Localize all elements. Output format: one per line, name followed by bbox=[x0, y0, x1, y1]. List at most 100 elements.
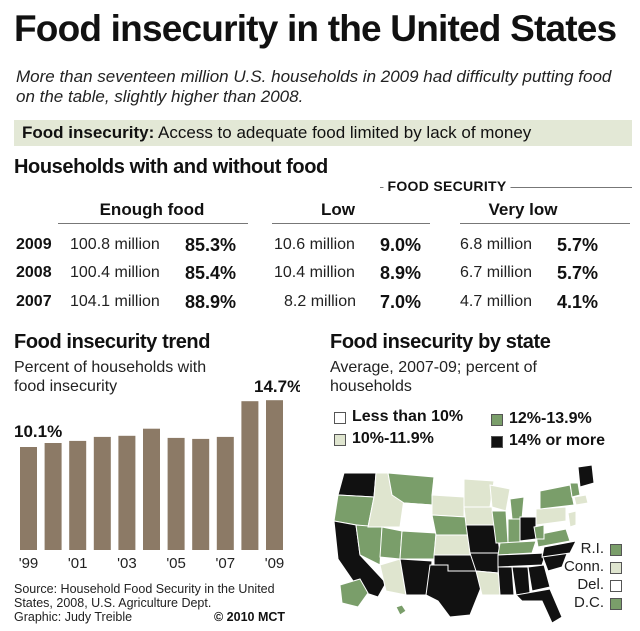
state-texas bbox=[425, 564, 483, 618]
vlow-count: 6.7 million bbox=[460, 264, 533, 281]
table-title: Households with and without food bbox=[14, 156, 328, 178]
first-value-label: 10.1% bbox=[14, 422, 62, 441]
state-north-carolina bbox=[541, 540, 577, 558]
x-tick-label: '01 bbox=[68, 555, 88, 572]
trend-bar-'06 bbox=[192, 438, 210, 550]
page-subtitle: More than seventeen million U.S. househo… bbox=[16, 67, 612, 106]
enough-count: 100.8 million bbox=[70, 236, 160, 253]
trend-bar-'05 bbox=[167, 437, 185, 550]
state-nebraska bbox=[431, 514, 469, 536]
x-tick-label: '99 bbox=[19, 555, 39, 572]
state-wyoming bbox=[401, 502, 433, 534]
state-alabama bbox=[511, 566, 531, 596]
us-state-map bbox=[333, 464, 595, 624]
definition-text: Access to adequate food limited by lack … bbox=[158, 123, 532, 142]
trend-bar-'07 bbox=[216, 436, 234, 550]
legend-swatch-light bbox=[334, 434, 346, 446]
state-north-dakota bbox=[431, 476, 465, 498]
state-iowa bbox=[463, 506, 495, 526]
state-west-virginia bbox=[533, 524, 545, 540]
state-south-dakota bbox=[431, 494, 465, 518]
row-year: 2009 bbox=[16, 236, 52, 253]
trend-bar-'04 bbox=[143, 428, 160, 550]
low-pct: 9.0% bbox=[380, 235, 422, 255]
definition-bar: Food insecurity: Access to adequate food… bbox=[14, 120, 632, 146]
state-pennsylvania bbox=[535, 506, 567, 526]
col-very-low: Very low bbox=[488, 200, 558, 219]
state-kentucky bbox=[497, 540, 537, 556]
small-state-label: D.C. bbox=[574, 594, 604, 611]
small-state-label: Conn. bbox=[563, 558, 604, 575]
low-pct: 7.0% bbox=[380, 292, 422, 312]
x-tick-label: '03 bbox=[117, 555, 137, 572]
legend-swatch-white bbox=[334, 412, 346, 424]
small-state-label: Del. bbox=[577, 576, 604, 593]
vlow-pct: 4.1% bbox=[557, 292, 599, 312]
trend-title: Food insecurity trend bbox=[14, 331, 211, 353]
state-vermont-nh bbox=[569, 482, 581, 498]
state-michigan bbox=[509, 496, 525, 520]
enough-count: 104.1 million bbox=[70, 293, 160, 310]
trend-bar-'08 bbox=[241, 401, 259, 550]
trend-bar-chart: 10.1% 14.7% '99 '01 '03 '05 '07 '09 bbox=[14, 380, 300, 572]
map-subtitle: Average, 2007-09; percent of households bbox=[330, 359, 537, 395]
col-low: Low bbox=[321, 200, 355, 219]
small-state-swatch-del bbox=[610, 580, 622, 592]
trend-bar-'03 bbox=[118, 435, 136, 550]
legend-swatch-black bbox=[491, 436, 503, 448]
trend-bar-'02 bbox=[93, 436, 111, 550]
row-year: 2007 bbox=[16, 293, 52, 310]
state-mississippi bbox=[497, 566, 515, 596]
trend-bar-'00 bbox=[44, 443, 62, 550]
trend-bar-'01 bbox=[69, 440, 87, 550]
trend-subtitle: Percent of households with food insecuri… bbox=[14, 359, 207, 395]
state-shapes bbox=[333, 464, 595, 624]
food-security-label: FOOD SECURITY bbox=[383, 178, 511, 194]
state-minnesota bbox=[463, 478, 495, 508]
low-pct: 8.9% bbox=[380, 263, 422, 283]
state-florida bbox=[514, 588, 563, 624]
state-georgia bbox=[527, 564, 551, 592]
rule-enough bbox=[58, 223, 248, 224]
vlow-pct: 5.7% bbox=[557, 263, 599, 283]
state-indiana bbox=[507, 518, 521, 544]
state-wisconsin bbox=[489, 484, 511, 512]
enough-pct: 85.3% bbox=[185, 235, 237, 255]
state-kansas bbox=[433, 534, 471, 556]
state-new-york bbox=[539, 484, 575, 510]
state-ohio bbox=[519, 516, 537, 542]
small-state-swatch-ri bbox=[610, 544, 622, 556]
legend-swatch-green bbox=[491, 414, 503, 426]
small-state-swatch-conn bbox=[610, 562, 622, 574]
rule-low bbox=[272, 223, 430, 224]
legend-label: 10%-11.9% bbox=[352, 430, 434, 447]
small-state-swatch-dc bbox=[610, 598, 622, 610]
state-massachusetts bbox=[573, 494, 589, 506]
vlow-pct: 5.7% bbox=[557, 235, 599, 255]
state-colorado bbox=[399, 530, 437, 560]
rule-very-low bbox=[460, 223, 630, 224]
small-state-label: R.I. bbox=[580, 540, 604, 557]
state-maine bbox=[577, 464, 595, 488]
page-title: Food insecurity in the United States bbox=[14, 8, 617, 49]
definition-term: Food insecurity: bbox=[22, 123, 155, 142]
enough-pct: 85.4% bbox=[185, 263, 237, 283]
state-tennessee bbox=[497, 552, 547, 568]
vlow-count: 4.7 million bbox=[460, 293, 533, 310]
row-year: 2008 bbox=[16, 264, 52, 281]
low-count: 10.6 million bbox=[274, 236, 355, 253]
enough-pct: 88.9% bbox=[185, 292, 237, 312]
state-utah bbox=[379, 526, 403, 560]
source-note: Source: Household Food Security in the U… bbox=[14, 582, 275, 610]
x-tick-label: '09 bbox=[265, 555, 285, 572]
low-count: 8.2 million bbox=[284, 293, 357, 310]
graphic-credit: Graphic: Judy Treible bbox=[14, 610, 133, 624]
enough-count: 100.4 million bbox=[70, 264, 160, 281]
col-enough-food: Enough food bbox=[99, 200, 205, 219]
legend-label: 12%-13.9% bbox=[509, 410, 592, 427]
low-count: 10.4 million bbox=[274, 264, 355, 281]
x-tick-label: '05 bbox=[166, 555, 186, 572]
map-title: Food insecurity by state bbox=[330, 331, 551, 353]
vlow-count: 6.8 million bbox=[460, 236, 533, 253]
state-washington bbox=[337, 472, 377, 498]
